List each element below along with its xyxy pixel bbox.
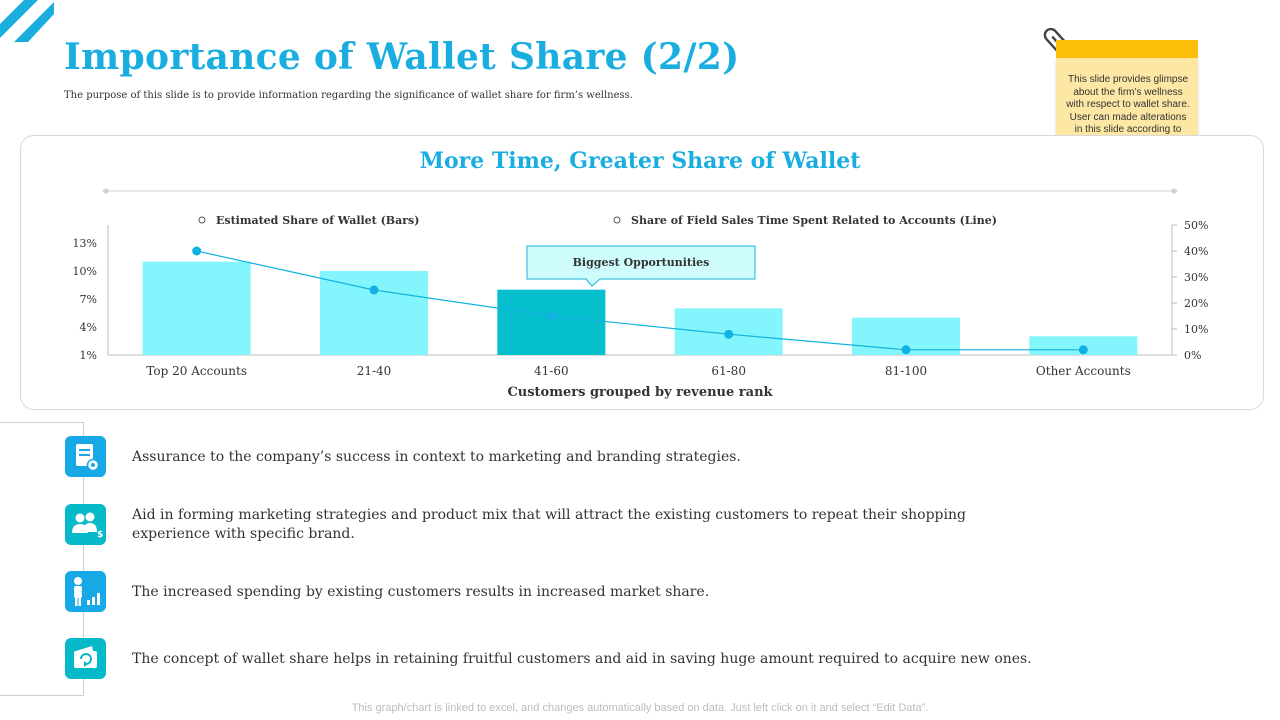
footer-note: This graph/chart is linked to excel, and…: [351, 702, 929, 714]
line-point-1: [369, 285, 379, 295]
x-tick-label: 61-80: [711, 364, 746, 378]
bar-0: [142, 261, 251, 355]
bar-1: [320, 271, 428, 355]
y-left-tick-label: 1%: [80, 349, 97, 362]
divider-left-diamond: [102, 188, 110, 194]
annotation-box: [526, 245, 756, 287]
y-right-tick-label: 40%: [1184, 245, 1208, 258]
y-left-tick-label: 10%: [73, 265, 97, 278]
x-tick-label: 41-60: [534, 364, 569, 378]
line-point-3: [724, 329, 734, 339]
y-right-tick-label: 0%: [1184, 349, 1201, 362]
x-axis-title: Customers grouped by revenue rank: [507, 385, 773, 400]
bullet-text-3: The increased spending by existing custo…: [132, 584, 710, 600]
page-subtitle: The purpose of this slide is to provide …: [64, 90, 633, 101]
annotation-callout: Biggest Opportunities: [526, 245, 756, 287]
bar-2: [497, 289, 606, 355]
page-title: Importance of Wallet Share (2/2): [64, 36, 740, 78]
svg-text:$: $: [97, 530, 103, 540]
x-tick-label: 81-100: [885, 364, 927, 378]
y-right-tick-label: 50%: [1184, 219, 1208, 232]
line-point-4: [901, 345, 911, 355]
legend-marker-bars: [198, 216, 206, 224]
wallet-refresh-icon: [65, 638, 106, 679]
sticky-note-header: [1056, 40, 1198, 58]
legend-label-bars: Estimated Share of Wallet (Bars): [216, 214, 419, 227]
y-right-tick-label: 20%: [1184, 297, 1208, 310]
x-tick-label: Other Accounts: [1036, 364, 1131, 378]
line-point-0: [192, 246, 202, 256]
x-tick-label: Top 20 Accounts: [146, 364, 247, 378]
annotation-label: Biggest Opportunities: [573, 256, 710, 269]
corner-decoration: [0, 0, 54, 42]
y-right-tick-label: 30%: [1184, 271, 1208, 284]
bullet-text-1: Assurance to the company’s success in co…: [132, 449, 741, 465]
divider-right-diamond: [1170, 188, 1178, 194]
legend-marker-line: [613, 216, 621, 224]
bullet-text-4: The concept of wallet share helps in ret…: [132, 651, 1032, 667]
chart-title: More Time, Greater Share of Wallet: [419, 148, 861, 174]
y-left-tick-label: 13%: [73, 237, 97, 250]
users-dollar-icon: $: [65, 504, 106, 545]
share-line: [196, 250, 1084, 351]
bullet-text-2: Aid in forming marketing strategies and …: [132, 507, 966, 542]
svg-text:$: $: [81, 589, 86, 597]
line-point-2: [546, 311, 556, 321]
legend-label-line: Share of Field Sales Time Spent Related …: [631, 214, 997, 227]
y-left-tick-label: 4%: [80, 321, 97, 334]
line-point-5: [1078, 345, 1088, 355]
y-right-tick-label: 10%: [1184, 323, 1208, 336]
presenter-growth-icon: $: [65, 571, 106, 612]
document-gear-icon: [65, 436, 106, 477]
y-left-tick-label: 7%: [80, 293, 97, 306]
x-tick-label: 21-40: [357, 364, 392, 378]
